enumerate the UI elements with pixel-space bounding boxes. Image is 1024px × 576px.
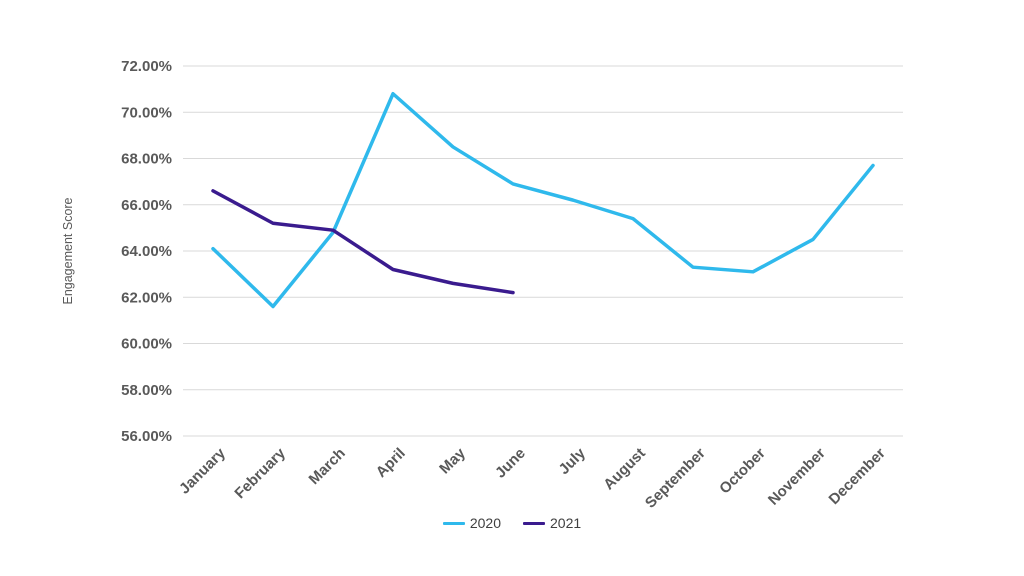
x-tick-label-february: February: [231, 444, 289, 502]
legend-swatch-2020: [442, 521, 465, 525]
legend-label-2021: 2021: [550, 515, 582, 531]
x-tick-label-january: January: [176, 444, 229, 497]
y-tick-label-64.00%: 64.00%: [121, 243, 172, 260]
series-line-2020: [211, 92, 875, 309]
y-tick-label-68.00%: 68.00%: [121, 151, 172, 168]
x-tick-label-november: November: [765, 445, 829, 509]
legend-item-2020: 2020: [442, 515, 501, 531]
y-tick-label-66.00%: 66.00%: [121, 197, 172, 214]
y-tick-label-62.00%: 62.00%: [121, 289, 172, 306]
x-tick-label-october: October: [716, 445, 769, 498]
x-tick-label-june: June: [492, 445, 529, 482]
x-tick-label-march: March: [306, 445, 349, 488]
legend: 2020 2021: [0, 515, 1024, 531]
x-tick-label-may: May: [436, 444, 469, 477]
legend-label-2020: 2020: [469, 515, 501, 531]
x-tick-label-april: April: [373, 445, 409, 481]
y-tick-label-72.00%: 72.00%: [121, 58, 172, 75]
series-line-2021: [211, 189, 515, 295]
y-tick-label-70.00%: 70.00%: [121, 104, 172, 121]
x-tick-label-september: September: [642, 445, 709, 512]
legend-item-2021: 2021: [523, 515, 581, 531]
y-tick-label-56.00%: 56.00%: [121, 428, 172, 445]
y-tick-label-58.00%: 58.00%: [121, 382, 172, 399]
y-tick-label-60.00%: 60.00%: [121, 336, 172, 353]
x-tick-label-august: August: [600, 445, 649, 494]
legend-swatch-2021: [523, 521, 545, 525]
x-tick-label-july: July: [556, 444, 590, 478]
x-tick-label-december: December: [826, 445, 889, 508]
